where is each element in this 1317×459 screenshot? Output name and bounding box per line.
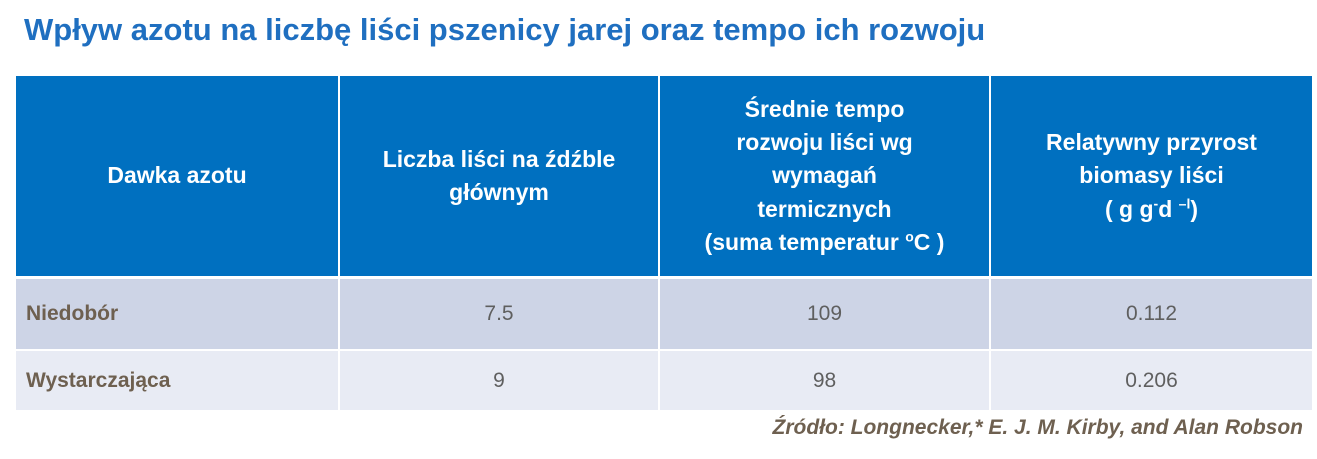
- page-title: Wpływ azotu na liczbę liści pszenicy jar…: [24, 12, 986, 47]
- degree-superscript: o: [905, 228, 914, 245]
- tempo-cell: 109: [658, 277, 991, 351]
- nitrogen-table: Dawka azotu Liczba liści na źdźble główn…: [16, 76, 1312, 410]
- header-nitrogen-dose: Dawka azotu: [16, 76, 340, 279]
- header-unit: ( g g: [1104, 195, 1154, 222]
- growth-cell: 0.206: [989, 350, 1312, 410]
- source-citation: Źródło: Longnecker,* E. J. M. Kirby, and…: [772, 416, 1304, 439]
- table-row: Niedobór 7.5 109 0.112: [16, 277, 1312, 351]
- leaf-count-cell: 9: [338, 350, 660, 410]
- growth-cell: 0.112: [989, 277, 1312, 351]
- unit-superscript: -: [1153, 195, 1159, 212]
- leaf-count-cell: 7.5: [338, 277, 660, 351]
- header-line: termicznych: [757, 195, 892, 222]
- header-leaf-count: Liczba liści na źdźble głównym: [338, 76, 660, 279]
- header-relative-growth: Relatywny przyrost biomasy liści ( g g-d…: [989, 76, 1312, 279]
- header-line: wymagań: [772, 162, 877, 189]
- header-line: biomasy liści: [1079, 162, 1224, 189]
- unit-superscript: –l: [1178, 195, 1191, 212]
- header-line: rozwoju liści wg: [736, 128, 913, 155]
- table-header-row: Dawka azotu Liczba liści na źdźble główn…: [16, 76, 1312, 279]
- header-unit: d: [1158, 195, 1179, 222]
- header-line: (suma temperatur: [704, 229, 906, 256]
- table-row: Wystarczająca 9 98 0.206: [16, 350, 1312, 410]
- header-unit: ): [1190, 195, 1199, 222]
- row-label: Wystarczająca: [16, 350, 340, 410]
- tempo-cell: 98: [658, 350, 991, 410]
- header-leaf-development-rate: Średnie tempo rozwoju liści wg wymagań t…: [658, 76, 991, 279]
- header-line: Relatywny przyrost: [1046, 128, 1257, 155]
- header-unit: C ): [913, 229, 945, 256]
- row-label: Niedobór: [16, 277, 340, 351]
- header-line: Średnie tempo: [744, 95, 905, 122]
